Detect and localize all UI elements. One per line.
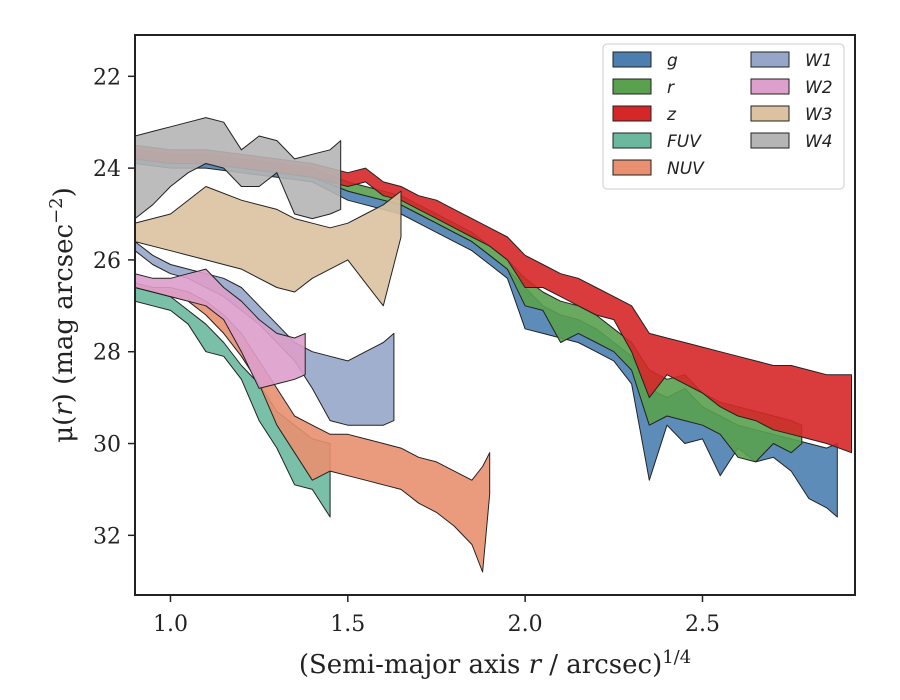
plot-frame — [134, 34, 856, 596]
ticks-layer: 1.0 1.5 2.0 2.5 22 24 26 28 30 32 — [93, 65, 720, 637]
legend-label-nuv: NUV — [667, 159, 705, 179]
legend-label-z: z — [666, 105, 677, 125]
legend-swatch-w1 — [750, 51, 790, 68]
legend-label-w1: W1 — [805, 51, 833, 71]
band-fuv — [135, 287, 331, 518]
legend-swatch-g — [612, 51, 652, 68]
band-w2 — [135, 268, 306, 389]
y-tick-label: 32 — [93, 524, 121, 549]
band-nuv — [135, 282, 491, 573]
x-tick-label: 1.5 — [330, 612, 365, 637]
legend-label-fuv: FUV — [667, 132, 702, 152]
legend-swatch-z — [612, 105, 652, 122]
legend-swatch-w2 — [750, 78, 790, 95]
legend-swatch-fuv — [612, 132, 652, 149]
band-z — [135, 144, 852, 454]
y-tick-label: 30 — [93, 433, 121, 458]
y-tick-label: 26 — [93, 249, 121, 274]
band-w3 — [135, 186, 402, 307]
legend-swatch-r — [612, 78, 652, 95]
x-tick-label: 2.0 — [508, 612, 543, 637]
legend-label-g: g — [667, 51, 678, 71]
legend-label-w2: W2 — [805, 78, 833, 98]
legend-swatch-nuv — [612, 159, 652, 176]
y-axis-title: μ(r) (mag arcsec−2) — [46, 187, 79, 443]
legend-swatch-w4 — [750, 132, 790, 149]
y-tick-label: 28 — [93, 341, 121, 366]
x-axis-title: (Semi-major axis r / arcsec)1/4 — [299, 647, 691, 680]
legend-swatch-w3 — [750, 105, 790, 122]
band-w4 — [135, 117, 342, 220]
legend-label-w4: W4 — [805, 132, 833, 152]
x-tick-label: 1.0 — [153, 612, 188, 637]
series-layer — [135, 117, 852, 573]
legend-label-r: r — [667, 78, 675, 98]
y-tick-label: 22 — [93, 65, 121, 90]
x-tick-label: 2.5 — [685, 612, 720, 637]
legend-label-w3: W3 — [805, 105, 833, 125]
legend: grz FUV NUV W1 W2 W3 W4 — [602, 43, 845, 190]
y-tick-label: 24 — [93, 157, 121, 182]
